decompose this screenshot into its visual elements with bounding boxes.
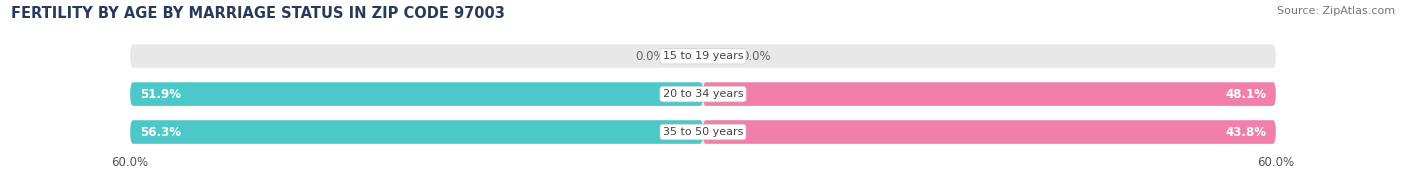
FancyBboxPatch shape: [131, 120, 1275, 144]
Text: 20 to 34 years: 20 to 34 years: [662, 89, 744, 99]
Text: 56.3%: 56.3%: [139, 125, 181, 139]
FancyBboxPatch shape: [131, 82, 703, 106]
Text: Source: ZipAtlas.com: Source: ZipAtlas.com: [1277, 6, 1395, 16]
FancyBboxPatch shape: [703, 120, 1275, 144]
Text: 0.0%: 0.0%: [636, 50, 665, 63]
FancyBboxPatch shape: [703, 82, 1275, 106]
Text: 15 to 19 years: 15 to 19 years: [662, 51, 744, 61]
FancyBboxPatch shape: [131, 120, 703, 144]
Text: 35 to 50 years: 35 to 50 years: [662, 127, 744, 137]
FancyBboxPatch shape: [131, 82, 1275, 106]
Text: 51.9%: 51.9%: [139, 88, 181, 101]
Text: FERTILITY BY AGE BY MARRIAGE STATUS IN ZIP CODE 97003: FERTILITY BY AGE BY MARRIAGE STATUS IN Z…: [11, 6, 505, 21]
Text: 0.0%: 0.0%: [741, 50, 770, 63]
Text: 43.8%: 43.8%: [1225, 125, 1267, 139]
Text: 48.1%: 48.1%: [1225, 88, 1267, 101]
FancyBboxPatch shape: [131, 44, 1275, 68]
